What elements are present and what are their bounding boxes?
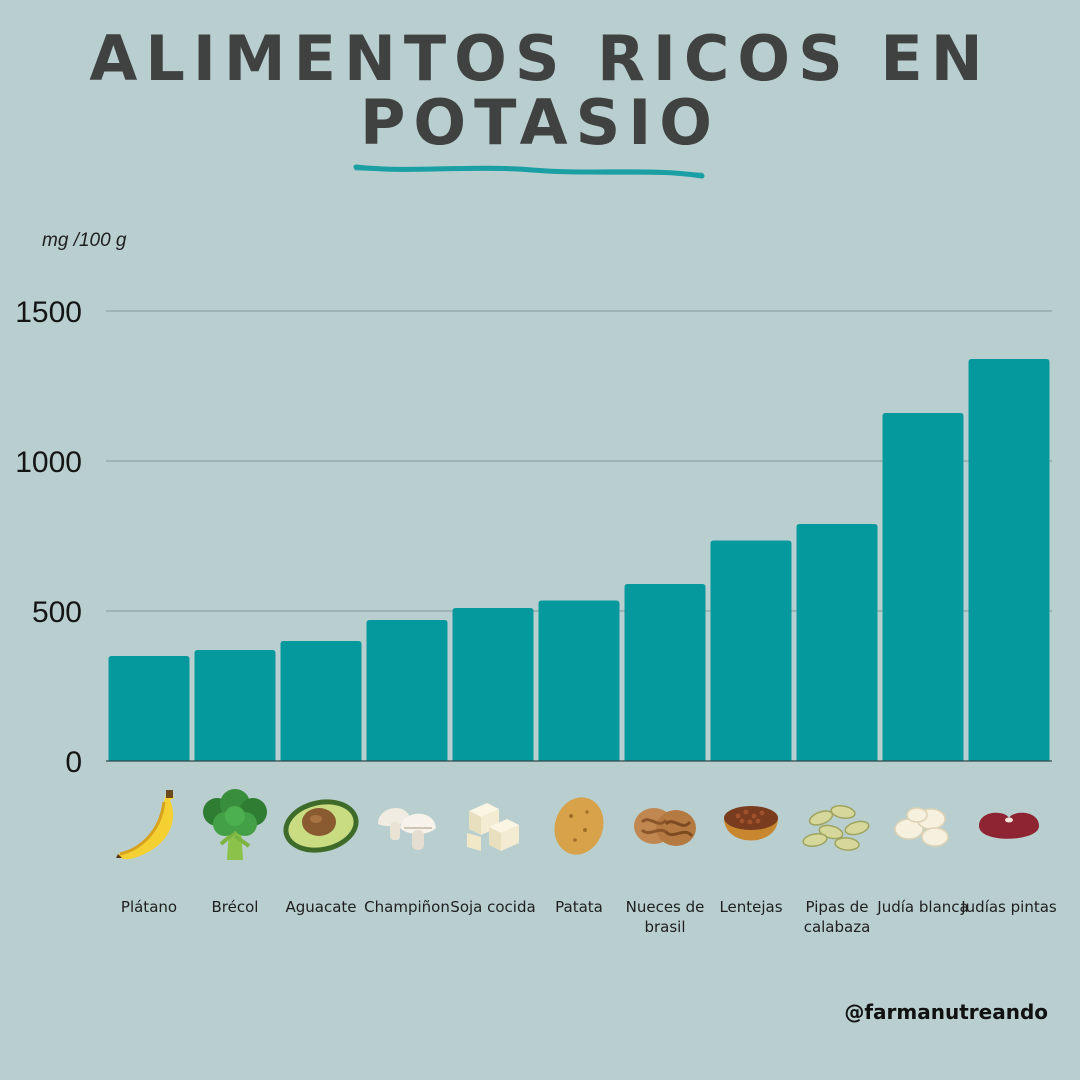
bar-7 — [710, 540, 792, 761]
tofu-icon — [463, 797, 523, 859]
author-handle: @farmanutreando — [844, 1000, 1048, 1024]
pumpkin-seeds-icon — [801, 798, 873, 858]
category-label: Aguacate — [285, 898, 357, 916]
bar-0 — [108, 656, 190, 761]
bar-8 — [796, 524, 878, 761]
category-label: Plátano — [120, 898, 178, 916]
title-underline — [353, 164, 705, 179]
bar-2 — [280, 641, 362, 761]
bar-1 — [194, 650, 276, 761]
bar-5 — [538, 600, 620, 761]
bar-6 — [624, 584, 706, 761]
category-label: Champiñon — [364, 898, 450, 916]
lentils-icon — [720, 798, 782, 858]
bar-10 — [968, 359, 1050, 761]
potato-icon — [551, 794, 607, 862]
y-axis-unit-label: mg /100 g — [42, 230, 127, 251]
banana-icon — [114, 788, 184, 868]
category-label: Patata — [555, 898, 603, 916]
category-label: Judías pintas — [961, 898, 1057, 916]
category-label: Lentejas — [719, 898, 783, 916]
walnut-icon — [630, 798, 700, 858]
category-label: Pipas de calabaza — [803, 898, 871, 936]
category-label: Soja cocida — [450, 898, 536, 916]
mushroom-icon — [372, 798, 442, 858]
bar-3 — [366, 620, 448, 761]
title-line-2: POTASIO — [359, 86, 721, 159]
y-tick-label: 500 — [32, 596, 82, 629]
pinto-bean-icon — [975, 806, 1043, 850]
bar-4 — [452, 608, 534, 761]
category-label: Nueces de brasil — [625, 898, 705, 936]
white-bean-icon — [891, 801, 955, 855]
category-label: Judía blanca — [877, 898, 969, 916]
avocado-icon — [281, 796, 361, 860]
y-tick-label: 0 — [65, 746, 82, 779]
y-tick-label: 1000 — [15, 446, 82, 479]
category-label: Brécol — [211, 898, 259, 916]
y-tick-label: 1500 — [15, 296, 82, 329]
title-line-1: ALIMENTOS RICOS EN — [89, 22, 991, 95]
broccoli-icon — [199, 788, 271, 868]
bar-9 — [882, 413, 964, 761]
